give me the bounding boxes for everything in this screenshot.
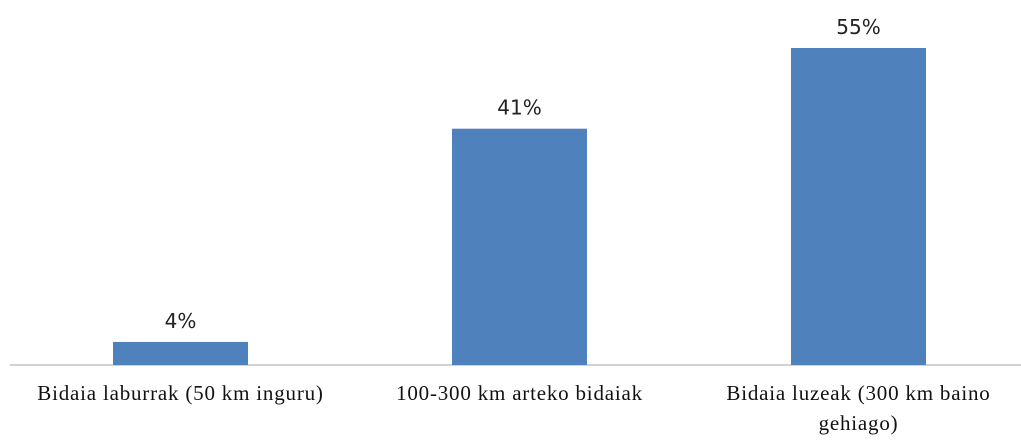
value-label: 4%	[165, 309, 197, 333]
bar	[791, 48, 926, 365]
value-label: 55%	[836, 15, 880, 39]
bar	[452, 128, 587, 365]
value-label: 41%	[497, 96, 541, 120]
category-label: Bidaia luzeak (300 km baino gehiago)	[726, 381, 991, 435]
category-label: Bidaia laburrak (50 km inguru)	[37, 381, 324, 405]
category-label: 100-300 km arteko bidaiak	[396, 381, 643, 405]
bar	[113, 341, 248, 365]
